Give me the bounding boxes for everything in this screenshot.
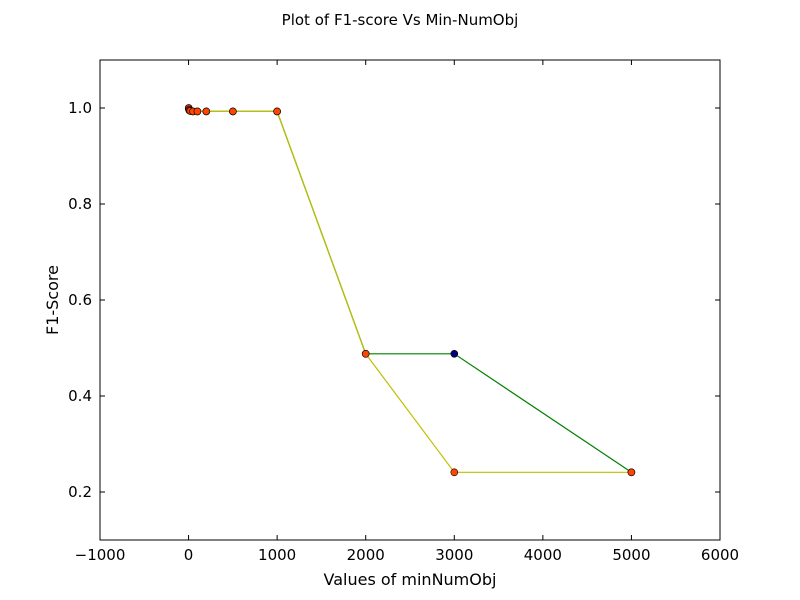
y-axis-label: F1-Score [43, 265, 62, 335]
axis-ticks: −1000 0 1000 2000 3000 4000 5000 6000 0.2 0.4 0.6 0… [68, 60, 739, 564]
series-2-point [450, 468, 459, 477]
x-tick-label: 1000 [258, 546, 296, 564]
y-tick-label: 0.4 [68, 387, 92, 405]
y-tick-label: 1.0 [68, 99, 92, 117]
x-tick-label: 0 [184, 546, 194, 564]
x-tick-label: 4000 [524, 546, 562, 564]
series-2-point [273, 107, 281, 116]
y-tick-label: 0.2 [68, 483, 92, 501]
y-tick-label: 0.6 [68, 291, 92, 309]
series-2-line [188, 107, 632, 473]
series-2-point [193, 107, 202, 116]
series-2-point [361, 349, 370, 358]
x-tick-label: 5000 [612, 546, 650, 564]
series-2-point [627, 468, 636, 477]
y-tick-label: 0.8 [68, 195, 92, 213]
x-tick-label: 6000 [701, 546, 739, 564]
series-1-line [188, 107, 632, 473]
x-tick-label: −1000 [75, 546, 126, 564]
x-axis-label: Values of minNumObj [324, 570, 497, 589]
series-1-point [450, 349, 459, 358]
chart-title: Plot of F1-score Vs Min-NumObj [282, 11, 519, 29]
plot-frame [99, 59, 721, 541]
plot-area [184, 104, 636, 477]
x-tick-label: 2000 [347, 546, 385, 564]
series-2-point [202, 107, 211, 116]
x-tick-label: 3000 [435, 546, 473, 564]
series-2-point [229, 107, 237, 116]
